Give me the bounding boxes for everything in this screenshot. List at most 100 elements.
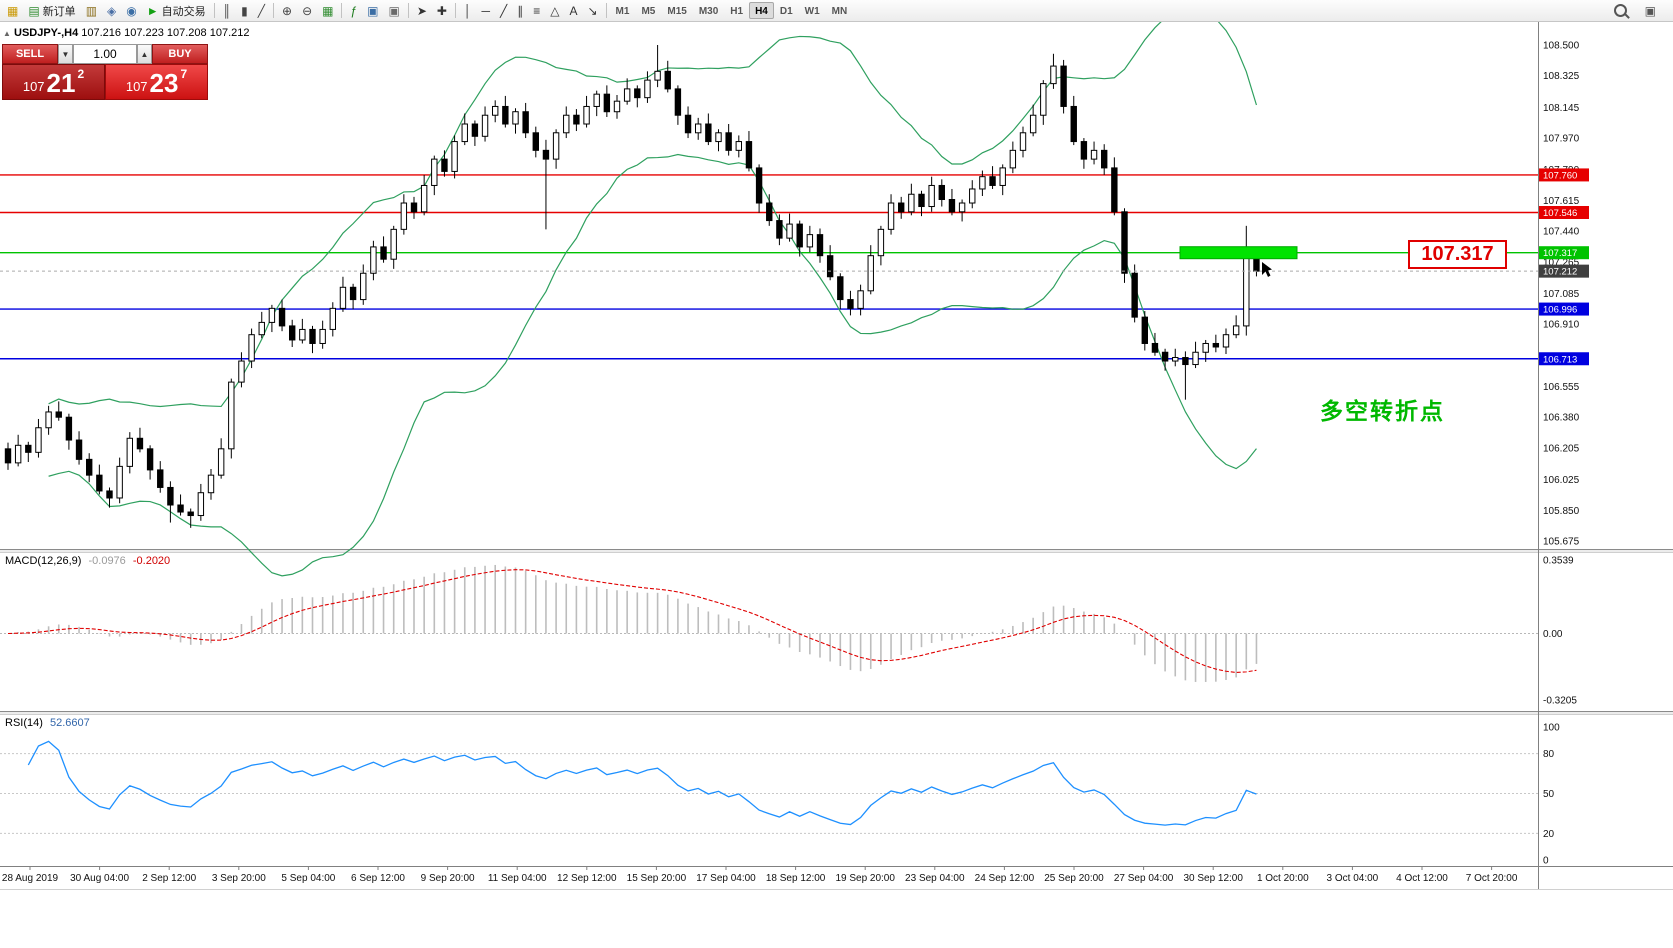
rsi-name: RSI(14) — [5, 717, 43, 729]
timeframe-mn-button[interactable]: MN — [826, 2, 854, 19]
symbol-ohlc-bar: USDJPY-,H4 107.216 107.223 107.208 107.2… — [14, 27, 249, 39]
vertical-line-icon: │ — [463, 3, 472, 18]
timeframe-h4-button[interactable]: H4 — [749, 2, 774, 19]
buy-price-main: 23 — [149, 68, 179, 98]
zoom-in-icon: ⊕ — [282, 3, 293, 18]
volume-down-button[interactable]: ▼ — [58, 44, 73, 64]
fibonacci-icon[interactable]: ≡ — [528, 1, 545, 21]
toolbar-separator — [273, 3, 274, 18]
new-order-button[interactable]: ▤ 新订单 — [23, 1, 80, 21]
horizontal-line-icon[interactable]: ─ — [476, 1, 495, 21]
svg-text:107.760: 107.760 — [1543, 170, 1577, 181]
timeframe-h1-button[interactable]: H1 — [724, 2, 749, 19]
cursor-icon[interactable]: ➤ — [412, 1, 432, 21]
turning-point-annotation[interactable]: 多空转折点 — [1320, 398, 1445, 424]
trendline-icon: ╱ — [499, 3, 508, 18]
arrows-icon[interactable]: ↘ — [582, 1, 602, 21]
shapes-icon[interactable]: △ — [545, 1, 564, 21]
autotrading-button[interactable]: ► 自动交易 — [142, 1, 211, 21]
macd-signal-line — [7, 569, 1257, 674]
svg-text:12 Sep 12:00: 12 Sep 12:00 — [557, 873, 617, 884]
horizontal-line-icon: ─ — [481, 3, 490, 18]
line-chart-icon[interactable]: ╱ — [253, 1, 270, 21]
macd-axis[interactable]: 0.3539 0.00 -0.3205 — [1543, 555, 1577, 706]
ohlc-values: 107.216 107.223 107.208 107.212 — [81, 27, 250, 39]
volume-input[interactable]: 1.00 — [73, 44, 137, 64]
candlestick-chart-icon[interactable]: ▮ — [236, 1, 253, 21]
timeframe-m1-button[interactable]: M1 — [610, 2, 636, 19]
navigator-icon[interactable]: ◈ — [102, 1, 121, 21]
rsi-axis[interactable]: 100 80 50 20 0 — [1543, 723, 1560, 867]
sell-price-prefix: 107 — [22, 79, 45, 94]
sell-price-button[interactable]: 107 21 2 — [2, 64, 105, 100]
svg-text:9 Sep 20:00: 9 Sep 20:00 — [421, 873, 475, 884]
svg-text:5 Sep 04:00: 5 Sep 04:00 — [281, 873, 335, 884]
trendline-icon[interactable]: ╱ — [495, 1, 512, 21]
svg-text:27 Sep 04:00: 27 Sep 04:00 — [1114, 873, 1174, 884]
sell-button[interactable]: SELL — [2, 44, 58, 64]
vertical-line-icon[interactable]: │ — [459, 1, 477, 21]
templates-icon[interactable]: ▣ — [384, 1, 405, 21]
svg-text:100: 100 — [1543, 723, 1560, 734]
svg-text:1 Oct 20:00: 1 Oct 20:00 — [1257, 873, 1309, 884]
sell-price-main: 21 — [46, 68, 76, 98]
svg-text:108.145: 108.145 — [1543, 103, 1580, 114]
svg-text:107.440: 107.440 — [1543, 227, 1580, 238]
tile-windows-icon: ▦ — [322, 3, 334, 18]
period-icon: ▣ — [367, 3, 379, 18]
panels-icon[interactable]: ▣ — [1640, 1, 1661, 21]
timeframe-m5-button[interactable]: M5 — [635, 2, 661, 19]
timeframe-m15-button[interactable]: M15 — [661, 2, 692, 19]
svg-text:0.3539: 0.3539 — [1543, 555, 1574, 566]
timeframe-m30-button[interactable]: M30 — [693, 2, 724, 19]
svg-text:106.205: 106.205 — [1543, 443, 1580, 454]
period-icon[interactable]: ▣ — [362, 1, 383, 21]
mouse-cursor — [1262, 262, 1272, 277]
buy-price-prefix: 107 — [125, 79, 148, 94]
channel-icon[interactable]: ∥ — [512, 1, 528, 21]
time-axis[interactable]: 28 Aug 2019 30 Aug 04:00 2 Sep 12:00 3 Sep … — [2, 866, 1518, 884]
svg-text:30 Sep 12:00: 30 Sep 12:00 — [1183, 873, 1243, 884]
zoom-in-icon[interactable]: ⊕ — [277, 1, 297, 21]
text-icon[interactable]: A — [564, 1, 582, 21]
navigator-icon: ◈ — [107, 3, 117, 18]
svg-text:106.910: 106.910 — [1543, 320, 1580, 331]
svg-text:80: 80 — [1543, 749, 1555, 760]
charts-bar-icon: ▦ — [7, 3, 19, 18]
timeframe-w1-button[interactable]: W1 — [799, 2, 826, 19]
svg-text:107.615: 107.615 — [1543, 196, 1580, 207]
charts-bar-icon[interactable]: ▦ — [2, 1, 23, 21]
tile-windows-icon[interactable]: ▦ — [317, 1, 338, 21]
zoom-out-icon[interactable]: ⊖ — [297, 1, 317, 21]
indicators-icon[interactable]: ƒ — [345, 1, 362, 21]
buy-price-button[interactable]: 107 23 7 — [105, 64, 208, 100]
cursor-icon: ➤ — [416, 3, 427, 18]
sell-price-pip: 2 — [77, 67, 85, 81]
svg-text:18 Sep 12:00: 18 Sep 12:00 — [766, 873, 826, 884]
search-button[interactable] — [1609, 1, 1632, 21]
timeframe-d1-button[interactable]: D1 — [774, 2, 799, 19]
svg-text:106.380: 106.380 — [1543, 413, 1580, 424]
toolbar-separator — [407, 3, 409, 18]
svg-text:107.085: 107.085 — [1543, 289, 1580, 300]
svg-text:106.996: 106.996 — [1543, 305, 1577, 316]
price-callout-label[interactable]: 107.317 — [1408, 240, 1507, 269]
market-watch-icon[interactable]: ▥ — [81, 1, 102, 21]
highlight-rectangle[interactable] — [1179, 246, 1298, 260]
crosshair-icon[interactable]: ✚ — [432, 1, 452, 21]
price-axis[interactable]: 108.500108.325108.145107.970107.790107.6… — [1543, 40, 1580, 547]
buy-button[interactable]: BUY — [152, 44, 208, 64]
channel-icon: ∥ — [517, 3, 524, 18]
macd-name: MACD(12,26,9) — [5, 555, 82, 567]
volume-up-button[interactable]: ▲ — [137, 44, 152, 64]
svg-text:24 Sep 12:00: 24 Sep 12:00 — [975, 873, 1035, 884]
terminal-icon[interactable]: ◉ — [121, 1, 141, 21]
arrows-icon: ↘ — [587, 3, 598, 18]
bar-chart-icon[interactable]: ║ — [218, 1, 237, 21]
svg-text:7 Oct 20:00: 7 Oct 20:00 — [1466, 873, 1518, 884]
svg-text:105.850: 105.850 — [1543, 506, 1580, 517]
one-click-toggle-icon[interactable]: ▲ — [3, 29, 11, 38]
timeframe-buttons: M1 M5 M15 M30 H1 H4 D1 W1 MN — [610, 2, 854, 19]
terminal-icon: ◉ — [126, 3, 137, 18]
